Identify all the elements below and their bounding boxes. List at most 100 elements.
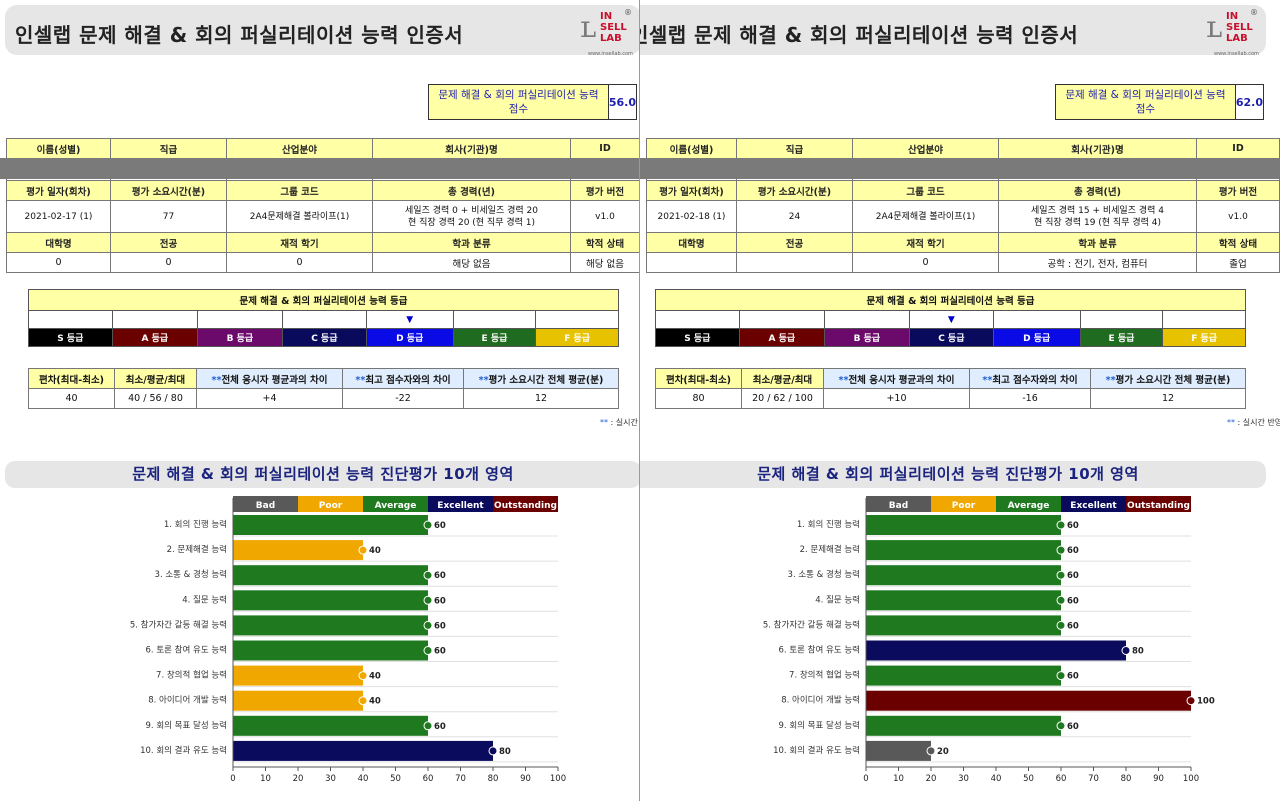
data-label: 60 xyxy=(1067,596,1079,606)
hdr-career: 총 경력(년) xyxy=(998,180,1197,201)
stat-avgtime: 12 xyxy=(1090,388,1246,409)
legend-swatch xyxy=(866,496,931,512)
x-tick-label: 30 xyxy=(325,774,336,784)
certificate-page-2: 인셀랩 문제 해결 & 회의 퍼실리테이션 능력 인증서 ʟ IN SELL L… xyxy=(640,0,1280,801)
data-label: 60 xyxy=(434,621,446,631)
legend-swatch xyxy=(363,496,428,512)
bar-end-dot xyxy=(358,696,368,706)
certificate-page-1: 인셀랩 문제 해결 & 회의 퍼실리테이션 능력 인증서 ʟ IN SELL L… xyxy=(0,0,640,801)
bar-end-dot xyxy=(423,646,433,655)
bar xyxy=(233,615,428,636)
val-semester: 0 xyxy=(852,252,999,273)
bar-end-dot xyxy=(1056,520,1066,530)
legend-swatch xyxy=(233,496,298,512)
legend-label: Average xyxy=(1008,501,1050,511)
stat-hdr-minavgmax: 최소/평균/최대 xyxy=(114,368,197,389)
val-career-line2: 현 직장 경력 19 (현 직무 경력 4) xyxy=(1033,217,1162,228)
x-tick-label: 90 xyxy=(1153,774,1164,784)
hdr-id: ID xyxy=(570,138,639,159)
bar-end-dot xyxy=(1056,671,1066,681)
score-value: 62.0 xyxy=(1235,95,1263,109)
x-tick-label: 40 xyxy=(358,774,369,784)
x-tick-label: 0 xyxy=(230,774,235,784)
grade-marker-cell xyxy=(196,310,283,329)
val-version: v1.0 xyxy=(1196,200,1280,233)
x-tick-label: 100 xyxy=(1183,774,1199,784)
hdr-name: 이름(성별) xyxy=(6,138,111,159)
legend-label: Outstanding xyxy=(1127,501,1190,511)
legend-label: Bad xyxy=(256,501,275,511)
x-tick-label: 60 xyxy=(1056,774,1067,784)
category-label: 9. 회의 목표 달성 능력 xyxy=(779,720,860,731)
grade-title: 문제 해결 & 회의 퍼실리테이션 능력 등급 xyxy=(28,289,619,311)
category-label: 2. 문제해결 능력 xyxy=(167,544,227,555)
legend-label: Average xyxy=(375,501,417,511)
grade-label: S 등급 xyxy=(28,328,113,347)
hdr-company: 회사(기관)명 xyxy=(998,138,1197,159)
data-label: 60 xyxy=(434,722,446,732)
realtime-note: ** : 실시간 반영 xyxy=(1227,418,1280,427)
data-label: 40 xyxy=(369,546,381,556)
bar xyxy=(233,565,428,586)
stat-hdr-avgtime: **평가 소요시간 전체 평균(분) xyxy=(1090,368,1246,389)
x-tick-label: 30 xyxy=(958,774,969,784)
bar xyxy=(866,740,931,761)
stat-hdr-minavgmax: 최소/평균/최대 xyxy=(741,368,824,389)
bar-end-dot xyxy=(1056,620,1066,630)
val-group-code: 2A4문제해결 볼라이프(1) xyxy=(852,200,999,233)
category-label: 10. 회의 결과 유도 능력 xyxy=(773,745,860,756)
legend-swatch xyxy=(1061,496,1126,512)
hdr-position: 직급 xyxy=(736,138,853,159)
val-status: 졸업 xyxy=(1196,252,1280,273)
category-label: 1. 회의 진행 능력 xyxy=(164,519,227,530)
data-label: 60 xyxy=(434,521,446,531)
legend-swatch xyxy=(931,496,996,512)
category-label: 5. 참가자간 갈등 해결 능력 xyxy=(763,619,860,630)
legend-swatch xyxy=(428,496,493,512)
grade-marker-cell xyxy=(823,310,910,329)
hdr-id: ID xyxy=(1196,138,1280,159)
data-label: 80 xyxy=(499,747,511,757)
data-label: 60 xyxy=(1067,571,1079,581)
category-label: 6. 토론 참여 유도 능력 xyxy=(779,645,860,656)
logo-text-2: SELL xyxy=(600,22,627,33)
grade-marker-cell xyxy=(28,310,113,329)
hdr-department: 학과 분류 xyxy=(372,232,571,253)
val-version: v1.0 xyxy=(570,200,639,233)
category-label: 1. 회의 진행 능력 xyxy=(797,519,860,530)
bar-end-dot xyxy=(1056,545,1066,555)
val-eval-time: 77 xyxy=(110,200,227,233)
stat-hdr-avgdiff: **전체 응시자 평균과의 차이 xyxy=(823,368,970,389)
hdr-position: 직급 xyxy=(110,138,227,159)
val-career-line2: 현 직장 경력 20 (현 직무 경력 1) xyxy=(407,217,536,228)
category-label: 8. 아이디어 개발 능력 xyxy=(148,695,227,706)
data-label: 40 xyxy=(369,672,381,682)
x-tick-label: 10 xyxy=(893,774,904,784)
hdr-eval-time: 평가 소요시간(분) xyxy=(110,180,227,201)
legend-label: Outstanding xyxy=(494,501,557,511)
stat-table: 편차(최대-최소) 최소/평균/최대 **전체 응시자 평균과의 차이 **최고 점수… xyxy=(655,368,1246,409)
stat-range: 40 xyxy=(28,388,115,409)
stat-range: 80 xyxy=(655,388,742,409)
stat-hdr-topdiff: **최고 점수자와의 차이 xyxy=(969,368,1091,389)
header-bar: 인셀랩 문제 해결 & 회의 퍼실리테이션 능력 인증서 xyxy=(5,5,639,55)
bar xyxy=(866,565,1061,586)
grade-label: E 등급 xyxy=(452,328,537,347)
grade-marker-cell xyxy=(111,310,198,329)
grade-label: A 등급 xyxy=(738,328,825,347)
val-department: 공학 : 전기, 전자, 컴퓨터 xyxy=(998,252,1197,273)
grade-marker-cell xyxy=(655,310,740,329)
data-label: 20 xyxy=(937,747,949,757)
bar xyxy=(866,615,1061,636)
stat-hdr-topdiff: **최고 점수자와의 차이 xyxy=(342,368,464,389)
area-bar-chart: Bad Poor Average Excellent Outstanding 1. 회의 … xyxy=(763,496,1215,784)
bar-end-dot xyxy=(423,595,433,605)
stat-hdr-avgdiff: **전체 응시자 평균과의 차이 xyxy=(196,368,343,389)
bar-end-dot xyxy=(423,620,433,630)
grade-marker-icon: ▼ xyxy=(908,310,994,329)
stat-hdr-range: 편차(최대-최소) xyxy=(655,368,742,389)
grade-marker-cell xyxy=(992,310,1081,329)
grade-marker-cell xyxy=(452,310,537,329)
hdr-university: 대학명 xyxy=(646,232,737,253)
val-eval-date: 2021-02-18 (1) xyxy=(646,200,737,233)
